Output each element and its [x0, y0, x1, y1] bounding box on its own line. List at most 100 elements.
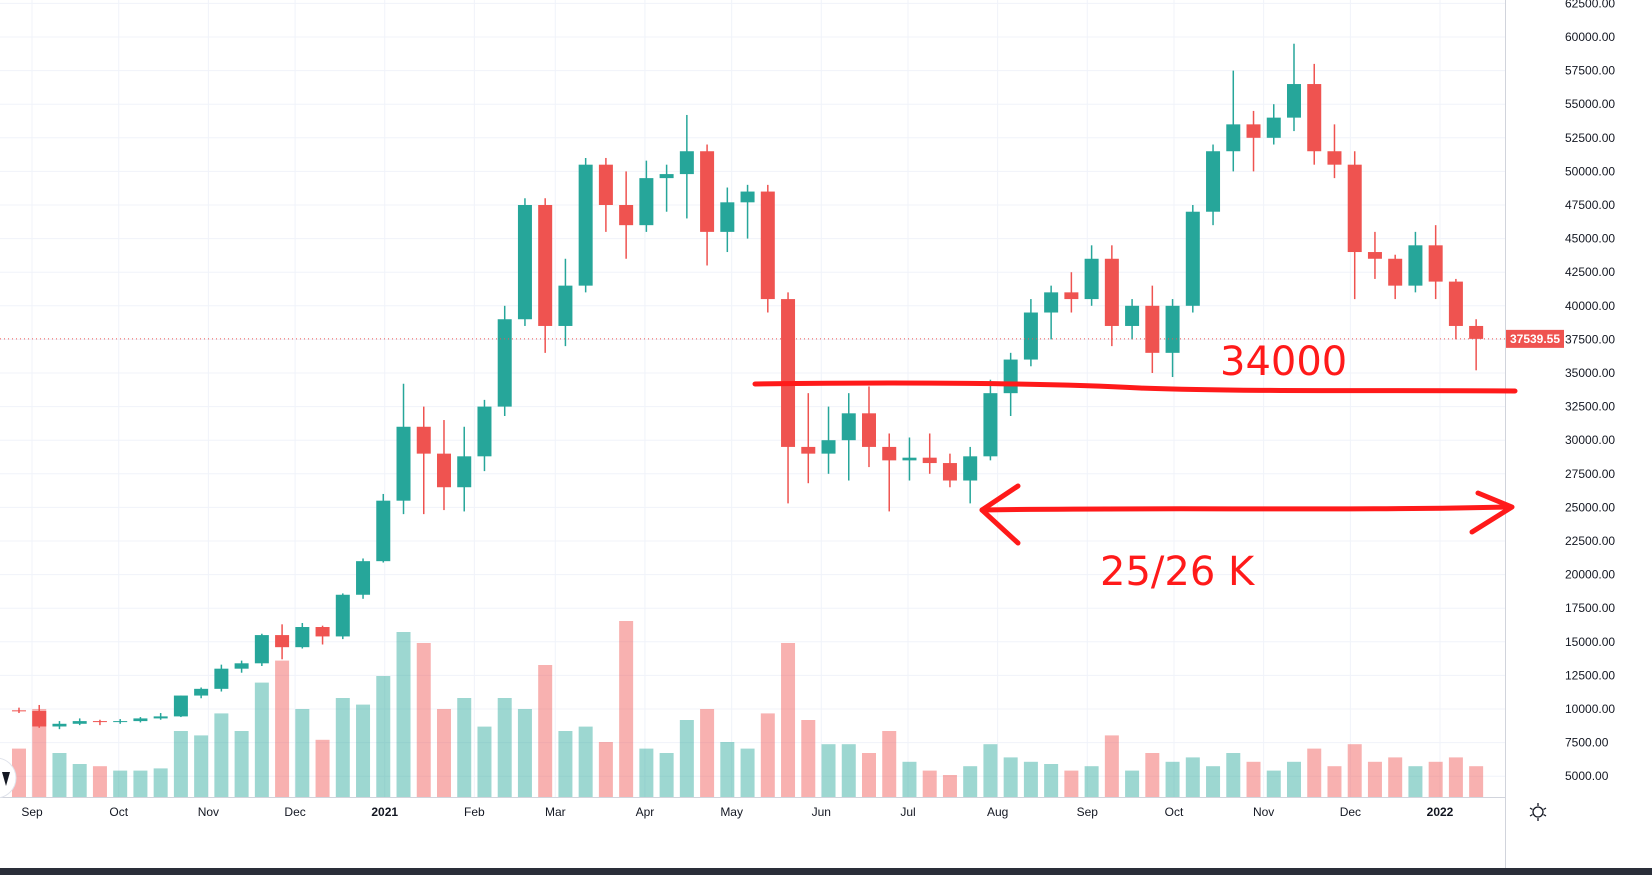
candle-body: [436, 453, 451, 488]
volume-bar: [32, 709, 47, 797]
price-tick-label: 42500.00: [1565, 265, 1615, 279]
volume-bar: [760, 713, 775, 797]
volume-bar: [720, 742, 735, 797]
candle-body: [1428, 245, 1443, 282]
candle-body: [254, 635, 269, 664]
candle-body: [1367, 252, 1382, 259]
volume-bar: [1327, 766, 1342, 797]
candle-body: [396, 426, 411, 501]
candle-body: [295, 627, 310, 648]
last-price-box: [1506, 329, 1564, 348]
time-tick-label: Nov: [198, 805, 219, 819]
candle-body: [578, 164, 593, 286]
price-tick-label: 25000.00: [1565, 500, 1615, 514]
candle-body: [92, 721, 107, 723]
volume-bar: [902, 761, 917, 797]
volume-bar: [173, 731, 188, 797]
annotation-34000: 34000: [1220, 339, 1347, 385]
candle-body: [1408, 245, 1423, 286]
volume-bar: [781, 643, 796, 797]
candle-body: [214, 668, 229, 689]
price-tick-label: 17500.00: [1565, 601, 1615, 615]
price-tick-label: 62500.00: [1565, 0, 1615, 10]
volume-bar: [1104, 735, 1119, 797]
volume-bar: [1185, 757, 1200, 797]
candle-body: [1003, 359, 1018, 394]
price-tick-label: 22500.00: [1565, 534, 1615, 548]
candle-body: [1347, 164, 1362, 253]
candle-body: [1266, 117, 1281, 138]
candle-body: [153, 716, 168, 719]
volume-bar: [275, 660, 290, 797]
volume-bar: [1307, 748, 1322, 797]
volume-bar: [1165, 761, 1180, 797]
volume-bar: [558, 731, 573, 797]
candle-body: [760, 191, 775, 300]
volume-bar: [133, 770, 148, 797]
logo-mark: [2, 772, 10, 786]
volume-bar: [679, 720, 694, 797]
price-tick-label: 30000.00: [1565, 433, 1615, 447]
volume-bar: [1003, 757, 1018, 797]
volume-bar: [295, 709, 310, 797]
candle-body: [619, 205, 634, 226]
candle-body: [1104, 258, 1119, 326]
volume-bar: [821, 744, 836, 797]
candle-body: [801, 446, 816, 454]
candle-body: [1125, 305, 1140, 326]
candle-body: [517, 205, 532, 320]
volume-bar: [416, 643, 431, 797]
time-tick-label: May: [720, 805, 743, 819]
time-tick-label: Jun: [812, 805, 831, 819]
time-tick-label: Mar: [545, 805, 566, 819]
time-tick-label: Sep: [1077, 805, 1099, 819]
volume-bar: [1084, 766, 1099, 797]
candle-body: [1388, 258, 1403, 286]
volume-bar: [1408, 766, 1423, 797]
volume-bar: [1226, 753, 1241, 797]
volume-bar: [1448, 757, 1463, 797]
volume-bar: [1286, 761, 1301, 797]
price-tick-label: 27500.00: [1565, 467, 1615, 481]
candle-body: [1448, 281, 1463, 326]
volume-bar: [801, 720, 816, 797]
candle-body: [841, 413, 856, 441]
arrow-head-right: [1469, 490, 1515, 535]
volume-bar: [1469, 766, 1484, 797]
candle-body: [72, 721, 87, 724]
volume-bar: [1125, 770, 1140, 797]
candle-body: [275, 635, 290, 648]
volume-bar: [659, 753, 674, 797]
volume-bar: [942, 775, 957, 797]
candle-body: [942, 463, 957, 481]
price-tick-label: 45000.00: [1565, 232, 1615, 246]
volume-bar: [11, 748, 26, 797]
candles: [11, 43, 1484, 730]
volume-bar: [72, 764, 87, 797]
volume-bar: [1023, 761, 1038, 797]
candle-body: [497, 319, 512, 407]
candle-body: [821, 440, 836, 454]
volume-bar: [254, 682, 269, 797]
candle-body: [1286, 84, 1301, 118]
candle-body: [1469, 325, 1484, 339]
time-axis[interactable]: Sep Oct Nov Dec 2021 Feb Mar Apr May Jun Jul Aug Sep…: [21, 805, 1453, 819]
candle-body: [32, 711, 47, 727]
candle-body: [1023, 312, 1038, 360]
candle-body: [376, 500, 391, 562]
volume-bar: [194, 735, 209, 797]
price-tick-label: 60000.00: [1565, 30, 1615, 44]
volume-bar: [598, 742, 613, 797]
last-price-text: 37539.55: [1510, 332, 1560, 346]
time-tick-label: Nov: [1253, 805, 1274, 819]
volume-bar: [861, 753, 876, 797]
settings-icon[interactable]: [1528, 802, 1548, 822]
candle-body: [781, 299, 796, 447]
candle-body: [477, 406, 492, 457]
volume-bar: [1206, 766, 1221, 797]
candle-body: [356, 561, 371, 595]
time-tick-label: Oct: [1165, 805, 1184, 819]
price-axis[interactable]: 62500.00 60000.00 57500.00 55000.00 52500.00…: [1565, 0, 1615, 783]
price-tick-label: 7500.00: [1565, 736, 1609, 750]
